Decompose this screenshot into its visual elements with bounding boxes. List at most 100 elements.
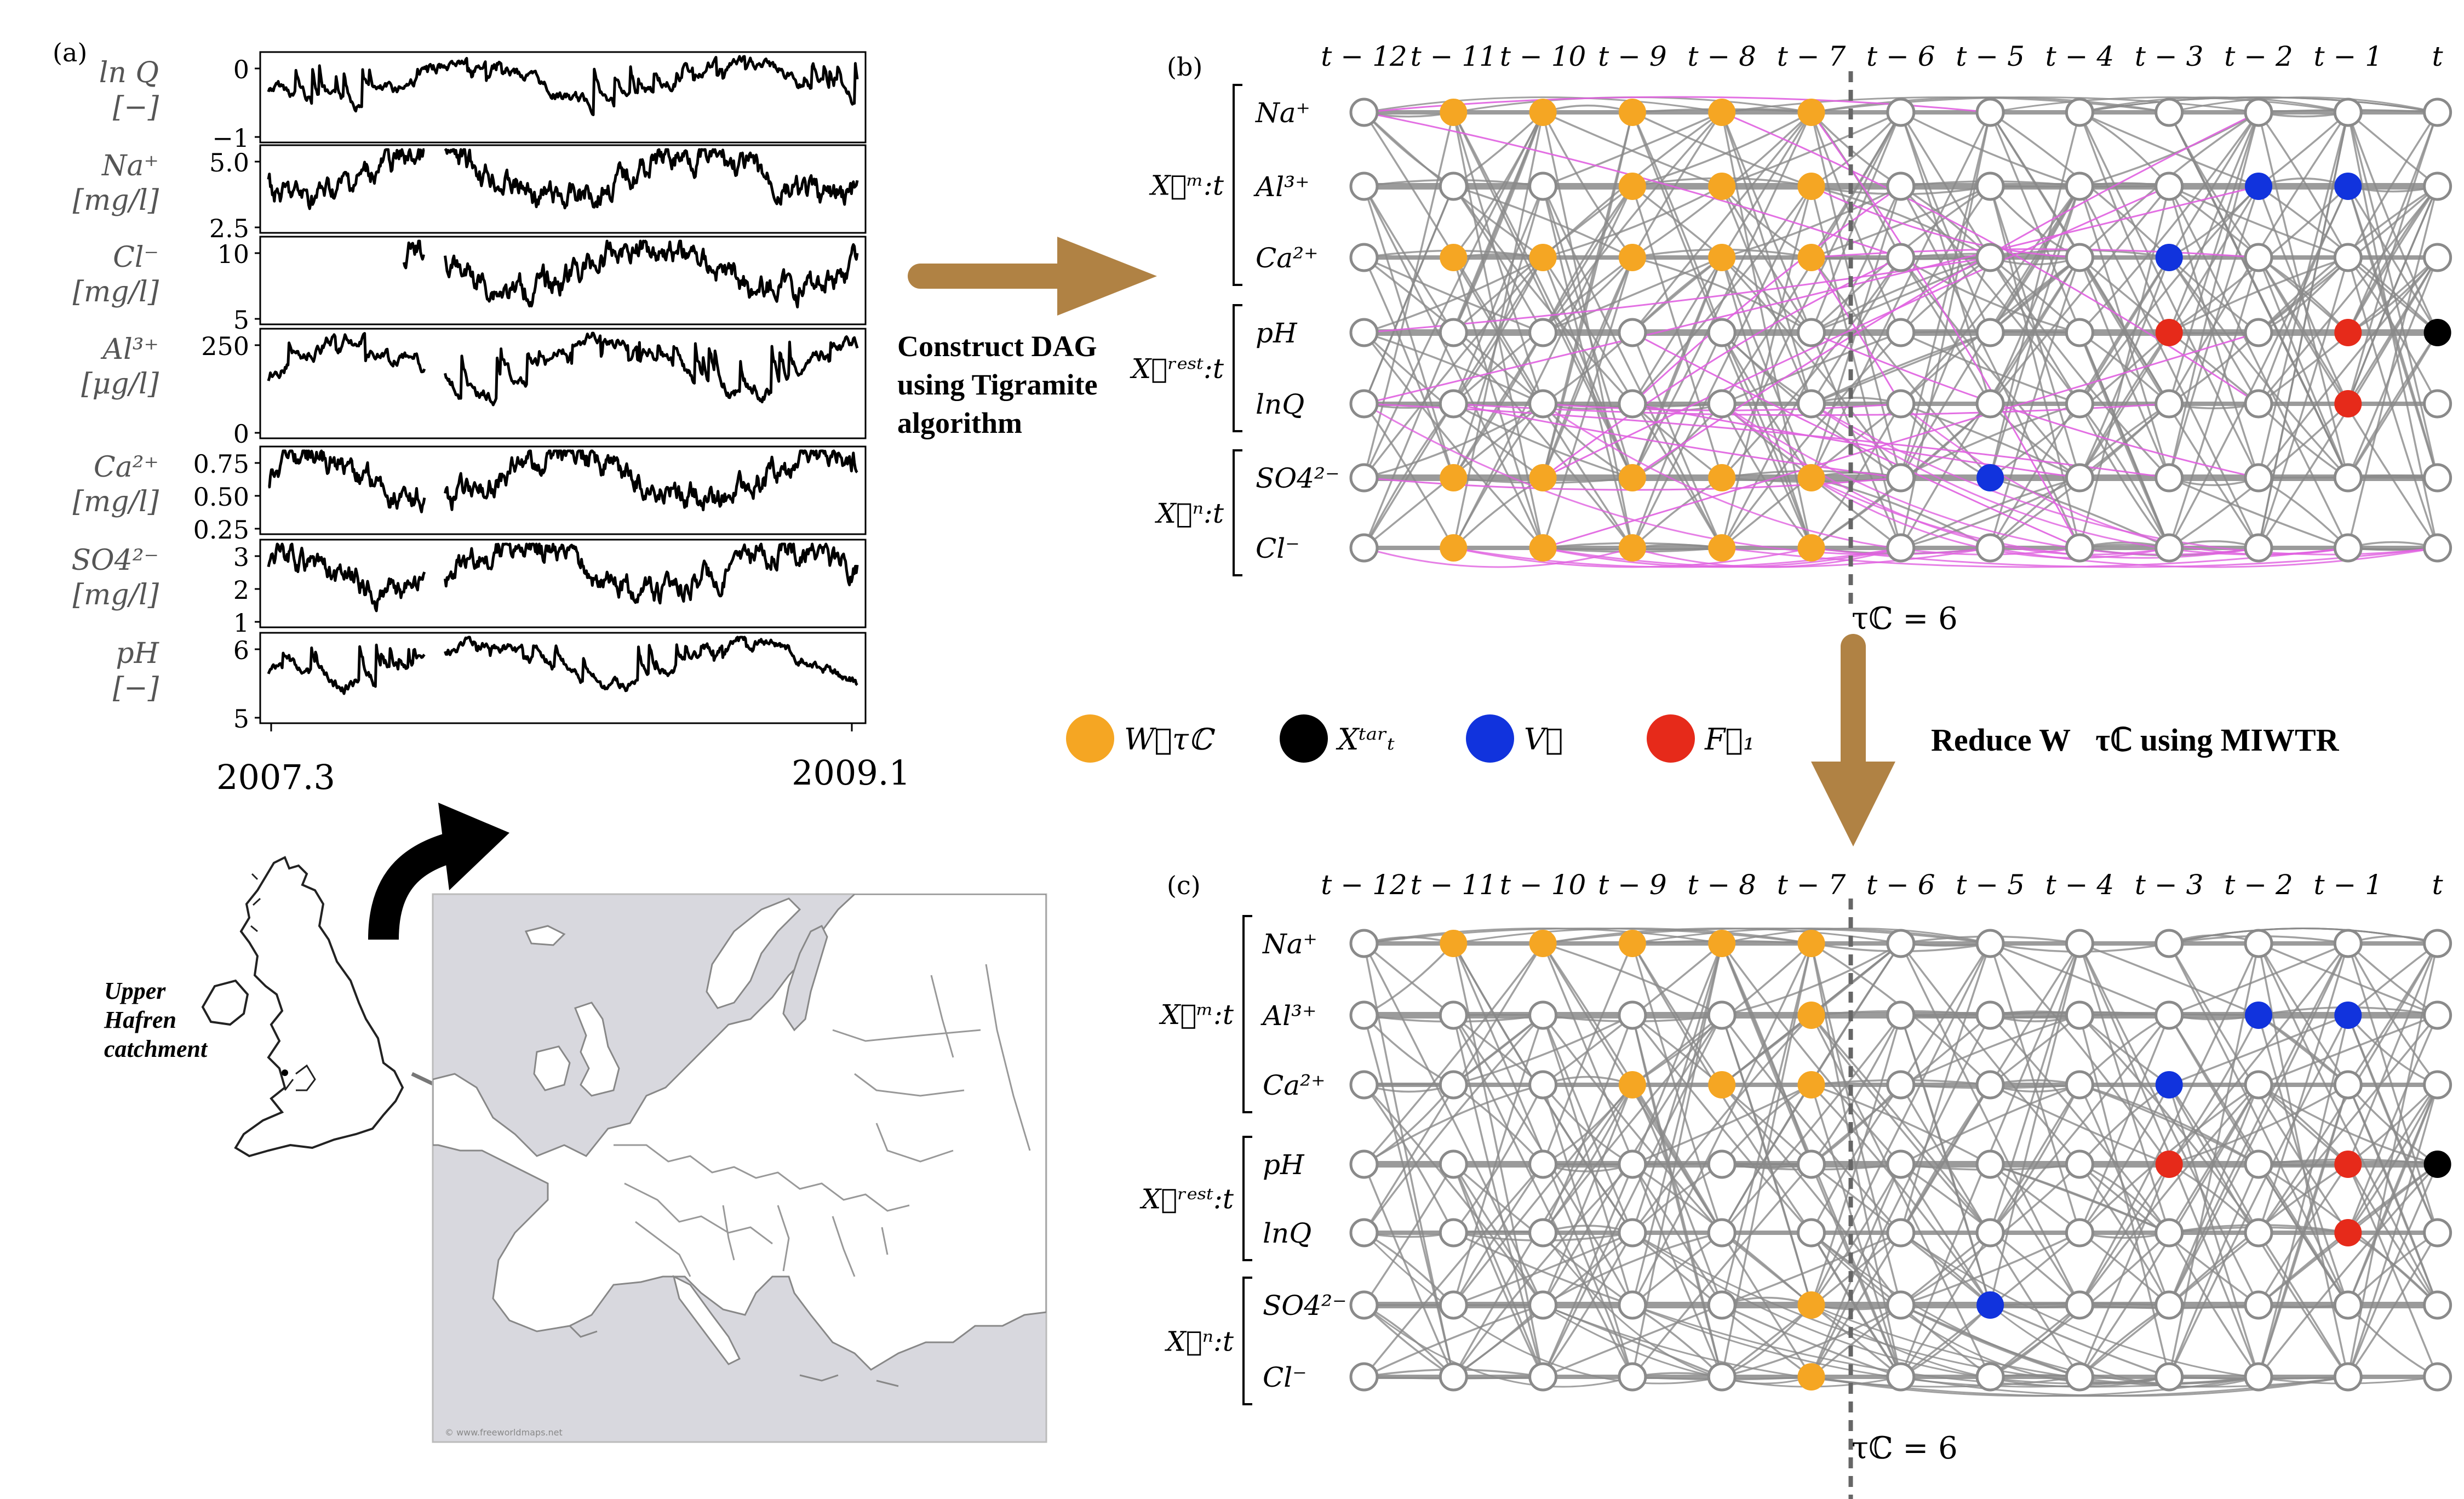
top-arc-edge: [1721, 928, 1991, 945]
cross-edge: [1810, 112, 1991, 478]
dag-node-orange: [1797, 99, 1825, 126]
country-borders: [614, 964, 1031, 1277]
time-label: t − 4: [2045, 41, 2115, 72]
dag-node: [1349, 243, 1379, 272]
series-frame: [259, 144, 867, 234]
cross-edge: [2347, 943, 2439, 1165]
cross-edge: [1452, 186, 1544, 478]
series-row: Na⁺[mg/l] 5.0 2.5: [73, 144, 867, 243]
curved-arrow-map-to-series: [368, 803, 509, 940]
cross-edge: [2347, 257, 2439, 478]
cross-edge: [2347, 112, 2439, 333]
group-label: X⃗ᵐ:t: [1149, 170, 1224, 202]
cross-edge: [1632, 111, 1812, 187]
legend-swatch-blue: [1466, 714, 1514, 763]
cross-edge: [1721, 112, 1813, 404]
catchment-point: [282, 1069, 288, 1076]
cross-edge: [1363, 112, 1455, 478]
dag-node: [1886, 1000, 1916, 1030]
top-arc-edge: [1363, 928, 1722, 945]
cross-edge: [2078, 1084, 2260, 1306]
curved-arrow-head: [438, 803, 509, 890]
panel-label: (c): [1167, 871, 1201, 900]
group-label: X⃗ʳᵉˢᵗ:t: [1130, 353, 1224, 385]
cross-edge: [1632, 1084, 1812, 1165]
top-arc-edge: [2169, 96, 2438, 113]
cross-edge: [1900, 942, 2081, 1165]
cross-edge: [2168, 1084, 2260, 1306]
cross-edge: [2078, 1084, 2170, 1306]
dag-node: [1528, 1362, 1558, 1392]
dag-node: [1797, 1218, 1826, 1248]
dag-node: [2244, 243, 2273, 272]
dag-node-blue: [2334, 173, 2362, 200]
cross-edge: [1900, 1232, 2081, 1306]
top-arc-edge: [1363, 928, 1812, 945]
variable-label: Na⁺: [1262, 928, 1317, 960]
time-label: t − 1: [2314, 869, 2383, 901]
dag-node-orange: [1440, 244, 1468, 271]
cross-edge: [1363, 403, 1454, 548]
construct-dag-line1: Construct DAG: [897, 330, 1097, 363]
time-label: t − 7: [1777, 41, 1846, 72]
dag-node-orange: [1618, 464, 1646, 491]
dag-node: [1439, 1149, 1468, 1179]
long-edge: [1810, 1232, 2170, 1384]
cross-edge: [1900, 403, 2081, 479]
cross-edge: [1721, 403, 1812, 549]
dag-node-red: [2334, 1151, 2362, 1178]
dag-node: [2244, 1218, 2273, 1248]
series-line: [267, 636, 858, 695]
long-edge: [1363, 1232, 1722, 1384]
cross-edge: [2257, 1015, 2350, 1377]
dag-node: [2065, 389, 2094, 419]
long-edge: [1542, 1232, 1812, 1384]
series-unit: [μg/l]: [81, 368, 159, 401]
cross-edge: [2078, 185, 2260, 405]
cross-edge: [2347, 186, 2439, 548]
dag-node: [1886, 318, 1916, 347]
legend: W⃗τℂ Xᵗᵃʳₜ V⃗ F⃗₁: [1066, 714, 1755, 763]
cross-edge: [1363, 1232, 1454, 1306]
cross-edge: [1990, 942, 2170, 1016]
cross-edge: [1542, 1015, 1634, 1306]
cross-edge: [1363, 1164, 1454, 1377]
dag-node: [1439, 318, 1468, 347]
time-label: t − 9: [1598, 869, 1667, 901]
cross-edge: [1810, 1014, 1991, 1234]
dag-node: [2154, 1000, 2184, 1030]
dag-node: [2244, 533, 2273, 563]
dag-node: [1975, 1362, 2005, 1392]
group-bracket: [1233, 304, 1242, 432]
cross-edge: [2257, 1084, 2349, 1377]
dag-node: [1528, 171, 1558, 201]
cross-edge: [1810, 1015, 1902, 1165]
magenta-edge: [1542, 185, 2170, 479]
cross-edge: [2347, 112, 2439, 478]
cross-edge: [1721, 943, 1813, 1306]
group-label: X⃗ⁿ:t: [1154, 497, 1224, 529]
dag-node: [1707, 389, 1737, 419]
dag-node: [2154, 1290, 2184, 1320]
series-tick: 5.0: [209, 148, 249, 178]
cross-edge: [2168, 1163, 2260, 1234]
group-bracket: [1233, 84, 1242, 286]
series-row: pH[−] 6 5: [113, 632, 867, 734]
cross-edge: [2347, 332, 2439, 478]
variable-label: Na⁺: [1255, 97, 1310, 129]
cross-edge: [1452, 112, 1544, 259]
dag-node: [2244, 318, 2273, 347]
legend-swatch-black: [1280, 714, 1328, 763]
cross-edge: [1543, 185, 1723, 259]
series-row: Cl⁻[mg/l] 10 5: [73, 236, 867, 335]
cross-edge: [2257, 111, 2349, 258]
time-label: t − 12: [1321, 869, 1407, 901]
series-line: [267, 148, 859, 210]
dag-node-orange: [1529, 99, 1557, 126]
dag-node: [2423, 533, 2452, 563]
cross-edge: [2168, 1084, 2260, 1377]
time-label: t − 2: [2224, 869, 2293, 901]
cross-edge: [2347, 943, 2438, 1086]
time-label: t − 5: [1956, 869, 2025, 901]
long-edge: [1632, 547, 1901, 568]
